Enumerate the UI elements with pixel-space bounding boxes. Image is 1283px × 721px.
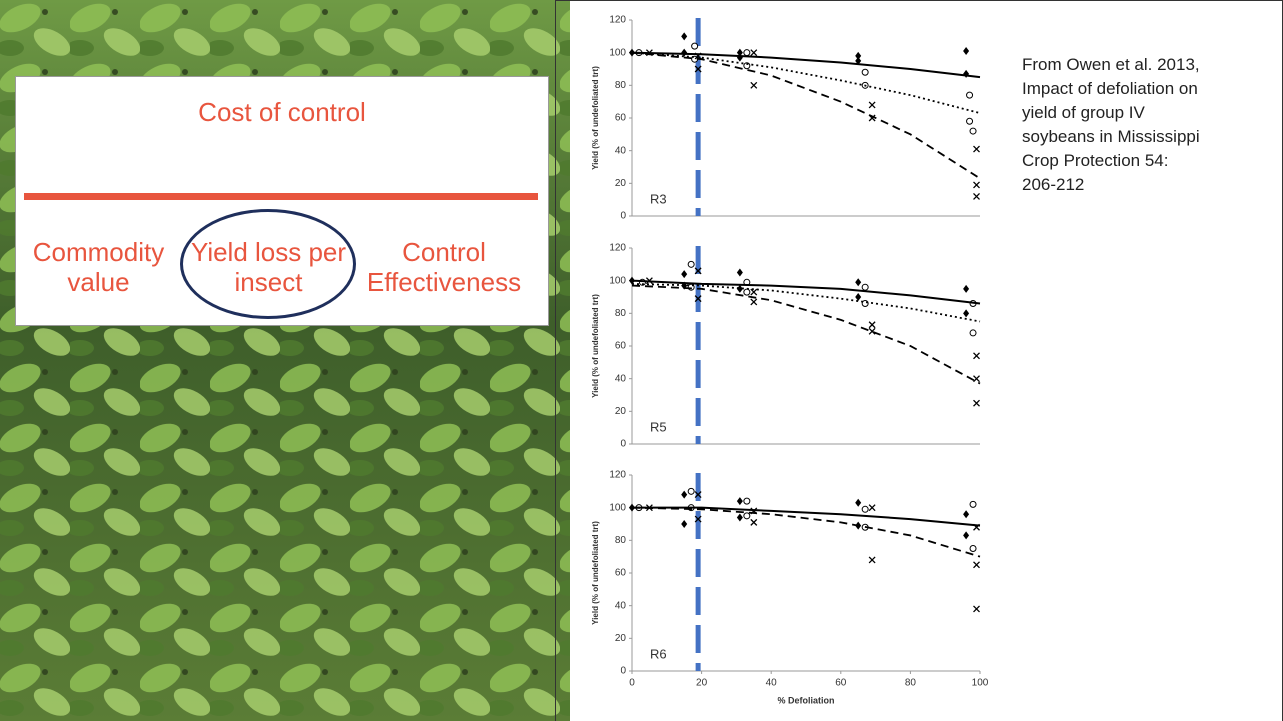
- trend-line: [632, 284, 980, 322]
- point: [869, 102, 875, 108]
- y-tick-label: 120: [609, 243, 626, 254]
- point: [855, 499, 861, 507]
- point: [744, 498, 750, 504]
- y-tick-label: 60: [615, 568, 627, 579]
- y-tick-label: 0: [620, 211, 626, 222]
- point: [963, 285, 969, 293]
- x-tick-label: 40: [766, 678, 778, 689]
- point: [869, 505, 875, 511]
- trend-line: [632, 508, 980, 557]
- point: [970, 501, 976, 507]
- trend-line: [632, 53, 980, 113]
- charts: 0 20 40 60 80 100 120 Yield (% of undefoliated …: [555, 0, 1283, 721]
- point: [967, 118, 973, 124]
- box-middle: Yield loss per insect: [186, 237, 351, 297]
- x-axis-title: % Defoliation: [777, 695, 834, 705]
- x-tick-label: 100: [972, 678, 989, 689]
- point: [970, 546, 976, 552]
- divider: [24, 193, 538, 200]
- point: [688, 261, 694, 267]
- point: [751, 289, 757, 295]
- point: [974, 376, 980, 382]
- point: [970, 330, 976, 336]
- point: [751, 299, 757, 305]
- text-box: Cost of control Commodity value Yield lo…: [15, 76, 549, 326]
- y-axis-title: Yield (% of undefoliated trt): [591, 66, 600, 170]
- y-tick-label: 120: [609, 470, 626, 481]
- box-left: Commodity value: [16, 237, 181, 297]
- x-tick-label: 60: [835, 678, 847, 689]
- y-tick-label: 40: [615, 373, 627, 384]
- point: [681, 491, 687, 499]
- point: [862, 284, 868, 290]
- point: [862, 69, 868, 75]
- slide-frame: [556, 1, 1283, 721]
- x-tick-label: 0: [629, 678, 635, 689]
- panel-label: R6: [650, 646, 667, 661]
- x-tick-label: 20: [696, 678, 708, 689]
- point: [737, 497, 743, 505]
- point: [744, 50, 750, 56]
- y-tick-label: 120: [609, 15, 626, 26]
- point: [963, 309, 969, 317]
- y-tick-label: 60: [615, 113, 627, 124]
- point: [862, 506, 868, 512]
- y-tick-label: 0: [620, 666, 626, 677]
- point: [869, 557, 875, 563]
- y-tick-label: 100: [609, 47, 626, 58]
- y-tick-label: 20: [615, 406, 627, 417]
- trend-line: [632, 281, 980, 304]
- point: [692, 43, 698, 49]
- point: [737, 513, 743, 521]
- point: [869, 322, 875, 328]
- point: [967, 92, 973, 98]
- point: [744, 289, 750, 295]
- y-axis-title: Yield (% of undefoliated trt): [591, 521, 600, 625]
- x-tick-label: 80: [905, 678, 917, 689]
- y-tick-label: 100: [609, 502, 626, 513]
- point: [963, 531, 969, 539]
- y-tick-label: 60: [615, 341, 627, 352]
- point: [974, 606, 980, 612]
- point: [963, 47, 969, 55]
- point: [688, 488, 694, 494]
- box-top: Cost of control: [182, 97, 382, 127]
- point: [681, 32, 687, 40]
- point: [974, 182, 980, 188]
- point: [974, 562, 980, 568]
- point: [751, 50, 757, 56]
- point: [869, 328, 875, 334]
- point: [681, 520, 687, 528]
- point: [751, 82, 757, 88]
- point: [737, 54, 743, 62]
- point: [963, 510, 969, 518]
- point: [751, 519, 757, 525]
- y-tick-label: 40: [615, 600, 627, 611]
- box-right: Control Effectiveness: [364, 237, 524, 297]
- trend-line: [632, 286, 980, 384]
- y-axis-title: Yield (% of undefoliated trt): [591, 294, 600, 398]
- slide: Cost of control Commodity value Yield lo…: [0, 0, 1283, 721]
- y-tick-label: 20: [615, 178, 627, 189]
- point: [681, 270, 687, 278]
- panel-label: R3: [650, 191, 667, 206]
- point: [974, 353, 980, 359]
- point: [737, 269, 743, 277]
- point: [970, 128, 976, 134]
- y-tick-label: 20: [615, 633, 627, 644]
- y-tick-label: 80: [615, 535, 627, 546]
- y-tick-label: 100: [609, 275, 626, 286]
- point: [855, 293, 861, 301]
- y-tick-label: 80: [615, 308, 627, 319]
- panel-label: R5: [650, 419, 667, 434]
- point: [744, 513, 750, 519]
- point: [855, 278, 861, 286]
- point: [974, 400, 980, 406]
- y-tick-label: 0: [620, 439, 626, 450]
- y-tick-label: 40: [615, 145, 627, 156]
- point: [974, 146, 980, 152]
- y-tick-label: 80: [615, 80, 627, 91]
- point: [974, 193, 980, 199]
